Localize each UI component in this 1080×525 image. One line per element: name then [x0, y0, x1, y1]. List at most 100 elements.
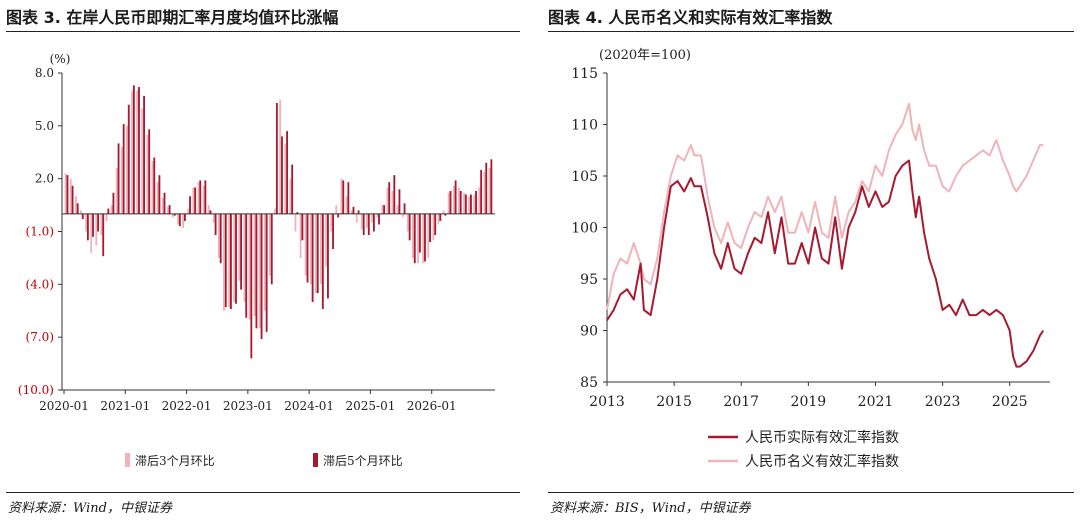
- series-line-nominal: [606, 102, 1044, 311]
- legend-lag5-swatch: [313, 453, 318, 467]
- bar-lag3: [187, 208, 190, 214]
- left-source-note: 资料来源：Wind，中银证券: [8, 501, 172, 516]
- legend-nominal-label: 人民币名义有效汇率指数: [745, 453, 899, 470]
- bar-lag5: [439, 213, 442, 221]
- bar-lag3: [115, 168, 118, 214]
- bar-lag5: [291, 164, 294, 214]
- left-chart-title: 图表 3. 在岸人民币即期汇率月度均值环比涨幅: [6, 8, 339, 27]
- bar-lag5: [66, 175, 69, 214]
- right-title-rule: [548, 31, 1074, 32]
- x-tick-label: 2021-01: [100, 399, 150, 413]
- bar-lag3: [223, 213, 225, 311]
- bar-lag3: [304, 213, 307, 276]
- bar-lag5: [76, 203, 79, 214]
- bar-lag5: [342, 180, 345, 214]
- bar-lag3: [366, 213, 368, 228]
- right-source-note: 资料来源：BIS，Wind，中银证券: [550, 501, 751, 516]
- bar-lag5: [270, 213, 273, 285]
- bar-lag5: [444, 213, 447, 216]
- bar-lag3: [376, 213, 379, 218]
- bar-lag3: [228, 213, 230, 308]
- bar-lag3: [427, 213, 430, 258]
- bar-lag5: [459, 190, 462, 214]
- bar-lag5: [424, 213, 426, 262]
- bar-lag3: [478, 187, 481, 214]
- bar-lag3: [90, 213, 93, 253]
- bar-lag5: [327, 213, 329, 299]
- bar-lag3: [217, 213, 220, 258]
- bar-lag3: [263, 213, 266, 311]
- bar-lag3: [274, 208, 276, 214]
- bar-lag5: [372, 213, 375, 232]
- bar-lag3: [197, 182, 200, 214]
- x-tick-label: 2013: [589, 394, 625, 410]
- bar-lag5: [138, 87, 140, 214]
- bar-lag3: [177, 213, 179, 225]
- bar-lag3: [182, 213, 185, 228]
- bar-lag3: [238, 213, 241, 281]
- bar-lag5: [204, 180, 207, 214]
- bar-chart: (%)8.0 5.0 2.0 (1.0) (4.0) (7.0) (10.0) 2020-01…: [18, 52, 495, 468]
- bar-lag5: [240, 213, 243, 290]
- bar-lag5: [275, 102, 278, 214]
- bar-lag3: [422, 213, 425, 264]
- bar-lag5: [143, 95, 145, 214]
- bar-lag5: [403, 203, 406, 214]
- bar-lag3: [320, 213, 322, 285]
- bar-lag3: [64, 173, 67, 214]
- y-axis-unit: (%): [50, 52, 71, 66]
- bar-lag5: [357, 210, 360, 214]
- bar-lag5: [81, 213, 84, 220]
- bar-lag5: [127, 104, 130, 214]
- bar-lag3: [100, 213, 103, 236]
- bar-lag3: [136, 90, 139, 214]
- bar-lag3: [468, 196, 471, 214]
- bar-lag3: [171, 213, 174, 218]
- bar-lag5: [219, 213, 222, 264]
- bar-lag3: [447, 192, 450, 214]
- bar-lag3: [417, 213, 419, 264]
- bar-lag5: [255, 213, 258, 329]
- bar-lag5: [117, 143, 120, 214]
- y-tick-label: 110: [571, 118, 598, 134]
- bar-lag3: [69, 178, 72, 214]
- bar-lag3: [95, 213, 98, 246]
- bar-lag5: [321, 213, 324, 309]
- bar-lag5: [97, 213, 100, 232]
- bar-lag5: [102, 213, 105, 257]
- bar-lag5: [178, 213, 181, 227]
- bar-lag5: [107, 208, 110, 214]
- bar-lag5: [383, 205, 386, 214]
- bar-lag5: [209, 210, 212, 214]
- bar-lag3: [269, 213, 271, 276]
- bar-lag5: [214, 213, 217, 236]
- line-chart: (2020年=100) 85 90 95 100 105 110 115 2013 2015 201…: [571, 48, 1050, 470]
- bar-lag3: [284, 143, 287, 214]
- bar-lag3: [386, 187, 389, 214]
- bar-lag5: [418, 213, 421, 253]
- bar-lag5: [153, 157, 156, 214]
- bar-lag3: [437, 213, 440, 225]
- y-tick-label: 95: [580, 272, 598, 288]
- bar-lag3: [243, 213, 246, 302]
- bar-lag3: [289, 178, 292, 214]
- bar-lag3: [406, 213, 409, 232]
- bar-lag3: [253, 213, 256, 317]
- bar-lag3: [105, 213, 108, 221]
- bar-lag3: [85, 213, 87, 232]
- y-tick-label: 8.0: [35, 66, 54, 80]
- bar-lag5: [398, 189, 401, 214]
- x-tick-label: 2021: [858, 394, 894, 410]
- bar-lag5: [158, 175, 161, 214]
- bar-lag3: [350, 210, 353, 214]
- bar-lag3: [233, 213, 236, 302]
- x-tick-label: 2025-01: [345, 399, 395, 413]
- bar-lag5: [311, 213, 314, 302]
- bar-lag5: [337, 213, 340, 218]
- x-tick-label: 2022-01: [162, 399, 212, 413]
- bar-lag5: [173, 213, 176, 216]
- bar-lag3: [488, 168, 491, 214]
- bar-lag3: [212, 213, 215, 223]
- bar-lag3: [340, 178, 343, 214]
- bar-lag3: [146, 134, 149, 214]
